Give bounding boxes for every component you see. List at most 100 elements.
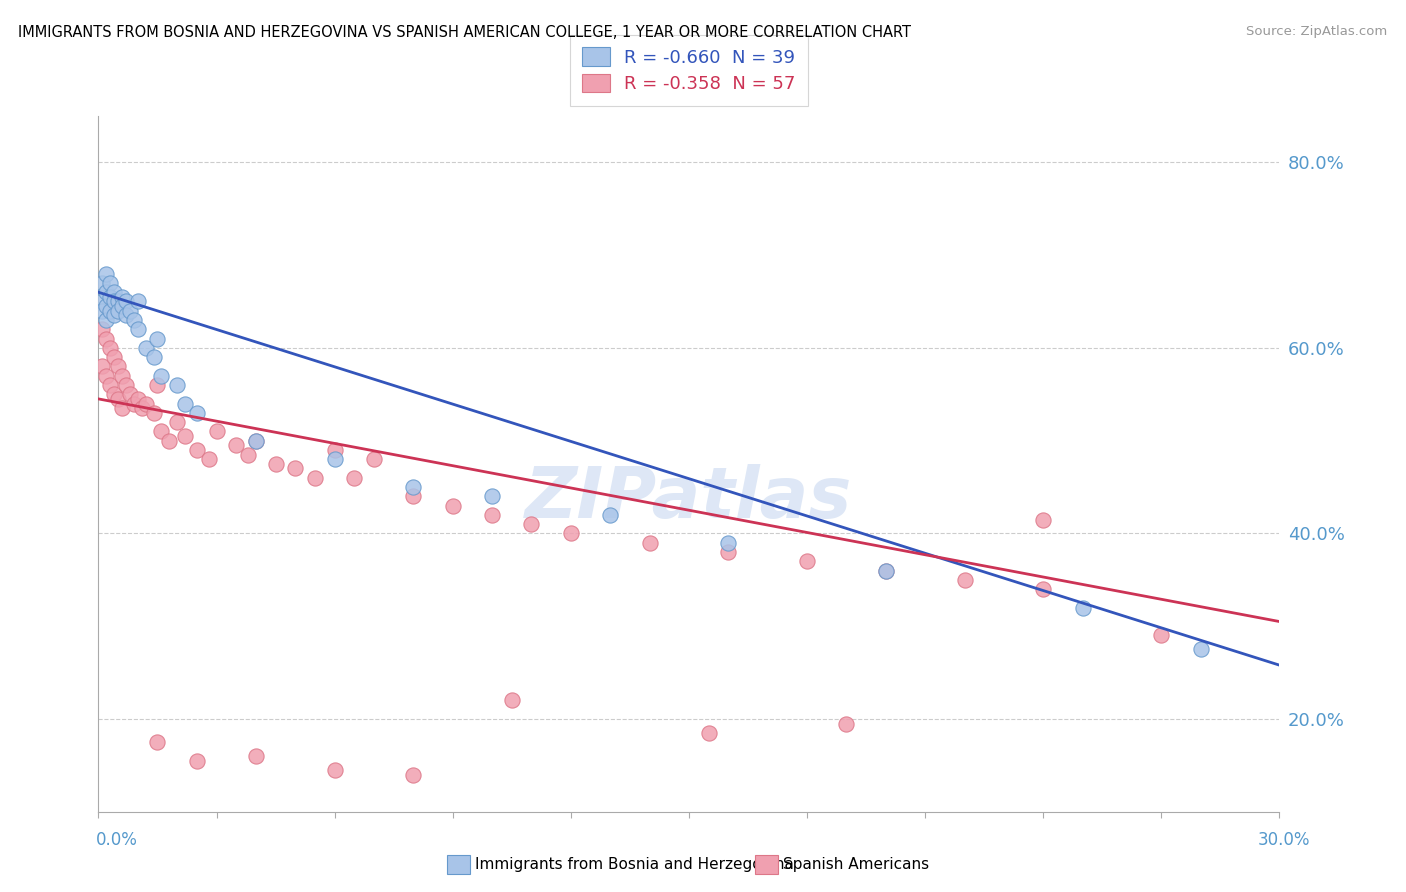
Point — [122, 313, 145, 327]
Point — [323, 452, 346, 467]
Point — [697, 726, 720, 740]
Point — [717, 535, 740, 549]
Point — [96, 313, 118, 327]
Point — [481, 508, 503, 522]
Point — [111, 368, 134, 383]
Point — [98, 276, 121, 290]
Point — [323, 763, 346, 777]
Point — [103, 387, 125, 401]
Point — [107, 392, 129, 406]
Point — [122, 396, 145, 410]
Point — [264, 457, 287, 471]
Point — [91, 294, 114, 309]
Point — [304, 471, 326, 485]
Point — [1071, 600, 1094, 615]
Point — [402, 767, 425, 781]
Point — [205, 425, 228, 439]
Point — [1189, 642, 1212, 657]
Point — [599, 508, 621, 522]
Point — [1032, 512, 1054, 526]
Point — [146, 735, 169, 749]
Point — [501, 693, 523, 707]
Point — [91, 303, 114, 318]
Point — [111, 290, 134, 304]
Point — [796, 554, 818, 568]
Text: Immigrants from Bosnia and Herzegovina: Immigrants from Bosnia and Herzegovina — [475, 857, 794, 871]
Point — [127, 294, 149, 309]
Point — [441, 499, 464, 513]
Point — [111, 299, 134, 313]
Text: Source: ZipAtlas.com: Source: ZipAtlas.com — [1247, 25, 1388, 38]
Point — [323, 442, 346, 457]
Point — [150, 368, 173, 383]
Point — [103, 294, 125, 309]
Point — [118, 303, 141, 318]
Point — [115, 378, 138, 392]
Point — [875, 564, 897, 578]
Point — [225, 438, 247, 452]
Point — [363, 452, 385, 467]
Point — [98, 378, 121, 392]
Point — [142, 406, 165, 420]
Point — [135, 341, 157, 355]
Point — [91, 359, 114, 374]
Text: 30.0%: 30.0% — [1258, 831, 1310, 849]
Point — [520, 517, 543, 532]
Point — [146, 378, 169, 392]
Point — [127, 322, 149, 336]
Point — [1032, 582, 1054, 596]
Point — [197, 452, 219, 467]
Point — [98, 290, 121, 304]
Point — [115, 294, 138, 309]
Point — [135, 396, 157, 410]
Point — [103, 309, 125, 323]
Point — [103, 350, 125, 364]
Point — [875, 564, 897, 578]
Point — [98, 341, 121, 355]
Point — [103, 285, 125, 300]
Point — [236, 448, 259, 462]
Point — [157, 434, 180, 448]
Point — [166, 378, 188, 392]
Point — [131, 401, 153, 416]
Text: ZIPatlas: ZIPatlas — [526, 464, 852, 533]
Point — [96, 285, 118, 300]
Text: IMMIGRANTS FROM BOSNIA AND HERZEGOVINA VS SPANISH AMERICAN COLLEGE, 1 YEAR OR MO: IMMIGRANTS FROM BOSNIA AND HERZEGOVINA V… — [18, 25, 911, 40]
Legend: R = -0.660  N = 39, R = -0.358  N = 57: R = -0.660 N = 39, R = -0.358 N = 57 — [569, 35, 808, 106]
Point — [560, 526, 582, 541]
Point — [115, 309, 138, 323]
Point — [245, 749, 267, 764]
Point — [402, 480, 425, 494]
Point — [186, 754, 208, 768]
Point — [107, 359, 129, 374]
Point — [481, 489, 503, 503]
Point — [91, 276, 114, 290]
Point — [146, 332, 169, 346]
Point — [107, 294, 129, 309]
Point — [186, 406, 208, 420]
Text: 0.0%: 0.0% — [96, 831, 138, 849]
Point — [245, 434, 267, 448]
Point — [96, 267, 118, 281]
Point — [111, 401, 134, 416]
Point — [98, 303, 121, 318]
Point — [127, 392, 149, 406]
Point — [402, 489, 425, 503]
Point — [638, 535, 661, 549]
Point — [118, 387, 141, 401]
Point — [107, 303, 129, 318]
Point — [1150, 628, 1173, 642]
Point — [142, 350, 165, 364]
Point — [953, 573, 976, 587]
Point — [174, 429, 197, 443]
Point — [150, 425, 173, 439]
Point — [245, 434, 267, 448]
Point — [717, 545, 740, 559]
Text: Spanish Americans: Spanish Americans — [783, 857, 929, 871]
Point — [166, 415, 188, 429]
Point — [343, 471, 366, 485]
Point — [96, 332, 118, 346]
Point — [835, 716, 858, 731]
Point — [96, 368, 118, 383]
Point — [284, 461, 307, 475]
